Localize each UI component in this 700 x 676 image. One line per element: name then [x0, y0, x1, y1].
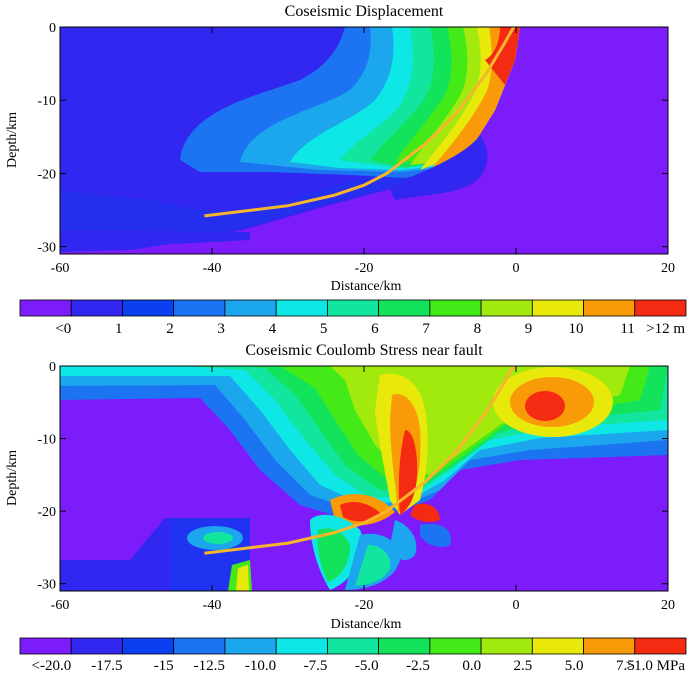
top-x-axis-label: Distance/km — [331, 279, 402, 294]
bottom-y-tick-label: -20 — [37, 505, 56, 520]
bottom-x-tick-label: -40 — [203, 598, 222, 613]
bottom-chart-panel: Coseismic Coulomb Stress near fault — [5, 342, 675, 632]
bottom-colorbar-swatch — [275, 637, 328, 655]
top-colorbar-label: <0 — [55, 321, 71, 337]
top-x-tick-label: -20 — [355, 261, 374, 276]
top-colorbar-swatch — [19, 299, 72, 317]
top-colorbar-label: 5 — [320, 321, 328, 337]
bottom-colorbar-label: -5.0 — [355, 658, 379, 674]
top-y-axis-label: Depth/km — [5, 112, 20, 168]
top-colorbar-label: 1 — [115, 321, 123, 337]
top-colorbar-label: 8 — [474, 321, 482, 337]
bottom-y-tick-label: 0 — [49, 360, 56, 375]
bottom-colorbar-label: 7.5 — [616, 658, 635, 674]
top-colorbar-swatch — [583, 299, 636, 317]
top-colorbar-label: 6 — [371, 321, 379, 337]
bottom-axis-ticks: -60 -40 -20 0 20 0 -10 -20 -30 — [37, 360, 675, 613]
bottom-colorbar-label: 2.5 — [514, 658, 533, 674]
bottom-fault-trace — [204, 366, 516, 555]
top-y-tick-label: 0 — [49, 21, 56, 36]
top-colorbar-swatch — [531, 299, 584, 317]
bottom-stress-field — [60, 366, 668, 591]
bottom-colorbar-label: 0.0 — [462, 658, 481, 674]
top-colorbar-label: 11 — [620, 321, 634, 337]
bottom-colorbar-label: 5.0 — [565, 658, 584, 674]
top-colorbar-swatch — [275, 299, 328, 317]
bottom-colorbar-swatch — [378, 637, 431, 655]
top-y-tick-label: -20 — [37, 167, 56, 182]
bottom-y-tick-label: -10 — [37, 433, 56, 448]
bottom-colorbar-label: -2.5 — [406, 658, 430, 674]
top-colorbar-swatch — [224, 299, 277, 317]
bottom-colorbar-label: -17.5 — [91, 658, 122, 674]
bottom-colorbar-label: -15 — [154, 658, 174, 674]
top-chart-panel: Coseismic Displacement -60 -40- — [5, 3, 675, 294]
bottom-colorbar-swatch — [326, 637, 380, 655]
bottom-colorbar-swatch — [70, 637, 123, 655]
bottom-colorbar-swatch — [531, 637, 584, 655]
bottom-colorbar-label: -12.5 — [194, 658, 225, 674]
top-y-tick-label: -30 — [37, 241, 56, 256]
bottom-x-tick-label: -20 — [355, 598, 374, 613]
bottom-y-axis-label: Depth/km — [5, 450, 20, 506]
bottom-colorbar-label: <-20.0 — [32, 658, 72, 674]
top-colorbar-label: 2 — [166, 321, 174, 337]
top-colorbar-swatch — [378, 299, 431, 317]
top-colorbar-label: >12 m — [646, 321, 685, 337]
bottom-colorbar-swatch — [224, 637, 277, 655]
top-x-tick-label: 0 — [513, 261, 520, 276]
bottom-colorbar-label: -7.5 — [304, 658, 328, 674]
top-colorbar-swatch — [429, 299, 482, 317]
bottom-x-tick-label: 20 — [661, 598, 675, 613]
top-colorbar: <0 1 2 3 4 5 6 7 8 9 10 11 >12 m — [19, 299, 687, 337]
bottom-colorbar-swatch — [634, 637, 687, 655]
bottom-y-tick-label: -30 — [37, 578, 56, 593]
bottom-colorbar-swatch — [429, 637, 482, 655]
bottom-x-axis-label: Distance/km — [331, 617, 402, 632]
top-fault-trace — [204, 27, 516, 218]
top-colorbar-swatch — [634, 299, 687, 317]
bottom-colorbar-label: >1.0 MPa — [626, 658, 686, 674]
top-colorbar-swatch — [326, 299, 380, 317]
top-axis-ticks: -60 -40 -20 0 20 0 -10 -20 -30 — [37, 21, 675, 276]
bottom-colorbar-swatch — [480, 637, 533, 655]
top-colorbar-swatch — [122, 299, 175, 317]
top-x-tick-label: -40 — [203, 261, 222, 276]
top-chart-title: Coseismic Displacement — [285, 3, 444, 20]
bottom-colorbar-swatch — [583, 637, 636, 655]
top-colorbar-swatch — [173, 299, 226, 317]
top-x-tick-label: 20 — [661, 261, 675, 276]
top-colorbar-label: 7 — [422, 321, 430, 337]
top-y-tick-label: -10 — [37, 94, 56, 109]
bottom-colorbar-label: -10.0 — [245, 658, 276, 674]
bottom-x-tick-label: 0 — [513, 598, 520, 613]
bottom-x-tick-label: -60 — [51, 598, 70, 613]
top-x-tick-label: -60 — [51, 261, 70, 276]
top-colorbar-label: 3 — [217, 321, 225, 337]
top-displacement-field — [60, 27, 668, 254]
top-colorbar-swatch — [70, 299, 123, 317]
top-colorbar-label: 4 — [269, 321, 277, 337]
top-colorbar-label: 9 — [525, 321, 533, 337]
bottom-colorbar-swatch — [19, 637, 72, 655]
top-colorbar-swatch — [480, 299, 533, 317]
bottom-colorbar: <-20.0 -17.5 -15 -12.5 -10.0 -7.5 -5.0 -2.5 0.0 2… — [19, 637, 687, 674]
top-colorbar-label: 10 — [569, 321, 584, 337]
bottom-colorbar-swatch — [122, 637, 175, 655]
bottom-colorbar-swatch — [173, 637, 226, 655]
bottom-chart-title: Coseismic Coulomb Stress near fault — [245, 342, 483, 359]
